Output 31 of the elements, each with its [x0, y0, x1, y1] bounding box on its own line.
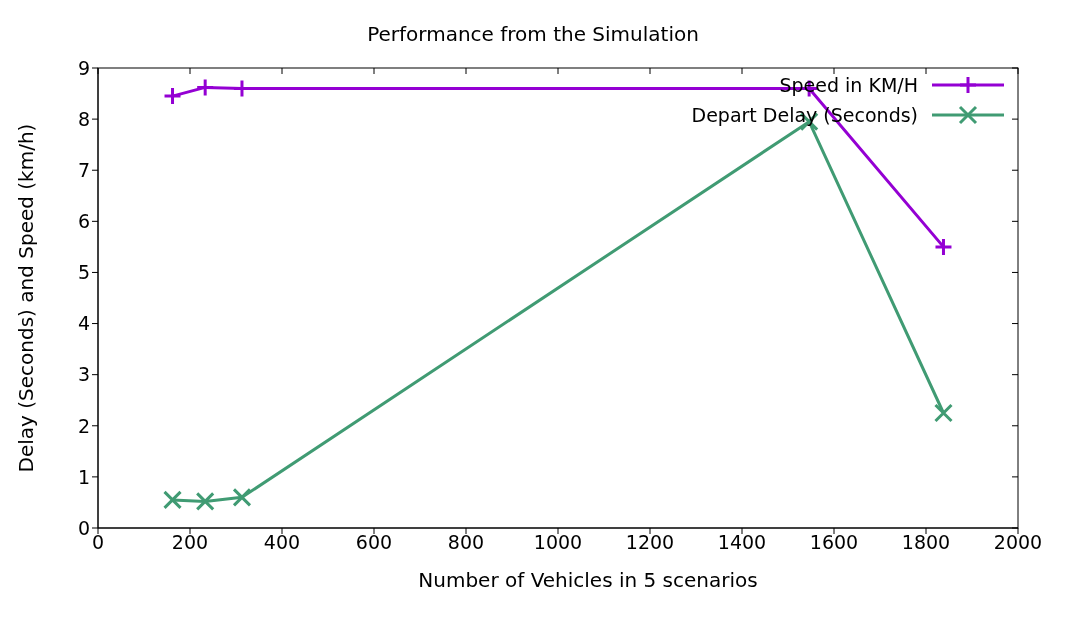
chart-title: Performance from the Simulation — [366, 22, 700, 48]
x-tick-label: 2000 — [993, 531, 1043, 554]
y-tick-label: 6 — [77, 210, 90, 233]
y-tick-label: 5 — [77, 261, 90, 284]
y-tick-label: 4 — [77, 312, 90, 335]
y-tick-label: 0 — [77, 516, 90, 539]
x-tick-label: 1000 — [533, 531, 583, 554]
y-tick-label: 8 — [77, 107, 90, 130]
x-tick-label: 1200 — [625, 531, 675, 554]
x-tick-label: 800 — [447, 531, 485, 554]
x-tick-label: 400 — [263, 531, 301, 554]
x-tick-label: 1400 — [717, 531, 767, 554]
point — [195, 77, 215, 97]
point — [933, 403, 953, 423]
y-tick-label: 2 — [77, 414, 90, 437]
point — [232, 487, 252, 507]
x-axis-title: Number of Vehicles in 5 scenarios — [417, 568, 759, 592]
point — [933, 237, 953, 257]
y-tick-label: 7 — [77, 158, 90, 181]
y-tick-label: 9 — [77, 56, 90, 79]
y-tick-label: 3 — [77, 363, 90, 386]
point — [163, 490, 183, 510]
x-tick-label: 0 — [91, 531, 105, 554]
y-axis-title: Delay (Seconds) and Speed (km/h) — [14, 123, 38, 473]
point — [163, 86, 183, 106]
y-tick-label: 1 — [77, 465, 90, 488]
x-tick-label: 1800 — [901, 531, 951, 554]
point — [195, 491, 215, 511]
x-tick-label: 1600 — [809, 531, 859, 554]
x-tick-label: 200 — [171, 531, 209, 554]
x-tick-label: 600 — [355, 531, 393, 554]
